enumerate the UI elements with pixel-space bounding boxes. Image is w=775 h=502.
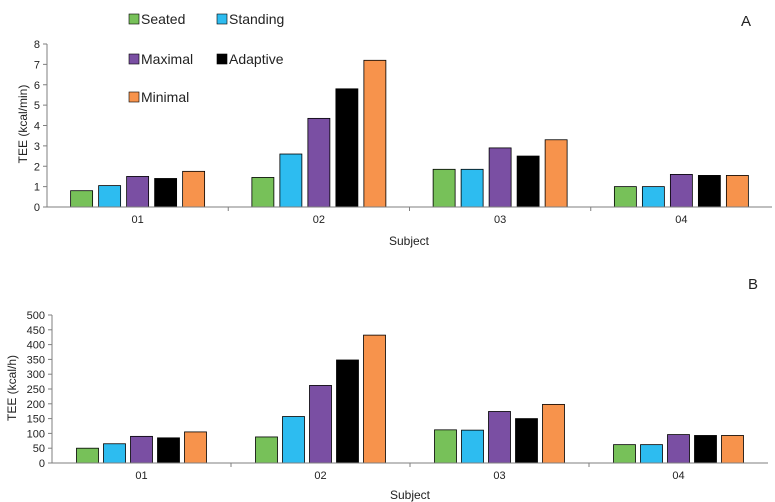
legend-label-adaptive: Adaptive bbox=[229, 51, 284, 67]
chart-a-bar-adaptive-03 bbox=[516, 155, 540, 208]
chart-a-ytick-label: 0 bbox=[34, 202, 40, 214]
chart-a-ytick-label: 1 bbox=[34, 182, 40, 194]
chart-b-xtick-label: 01 bbox=[135, 470, 147, 482]
chart-a-bar-seated-01 bbox=[70, 190, 94, 208]
legend-label-seated: Seated bbox=[141, 11, 185, 27]
chart-b-bar-maximal-02 bbox=[309, 385, 332, 464]
chart-a-ytick-label: 8 bbox=[34, 39, 40, 51]
chart-a-bar-seated-04 bbox=[613, 186, 637, 208]
chart-a-bar-minimal-04 bbox=[725, 175, 749, 208]
chart-b-ytick-label: 0 bbox=[39, 458, 45, 470]
chart-b-bar-minimal-04 bbox=[721, 435, 744, 464]
chart-a-legend: Seated Standing Maximal Adaptive Minimal bbox=[128, 11, 284, 105]
chart-b-plot: 0 50 100 150 200 250 300 350 400 450 500 01 02 03 04 bbox=[27, 310, 768, 482]
chart-b-bar-adaptive-03 bbox=[515, 418, 538, 464]
chart-b-bar-adaptive-01 bbox=[157, 437, 180, 464]
chart-b-ytick-label: 50 bbox=[33, 443, 45, 455]
legend-label-maximal: Maximal bbox=[141, 51, 193, 67]
chart-b-ytick-label: 400 bbox=[27, 340, 45, 352]
chart-a-bar-seated-02 bbox=[251, 177, 275, 208]
chart-b-xlabel: Subject bbox=[390, 488, 431, 502]
chart-b-ylabel: TEE (kcal/h) bbox=[5, 355, 19, 421]
chart-b-ytick-label: 200 bbox=[27, 399, 45, 411]
chart-a-bar-maximal-04 bbox=[669, 173, 693, 208]
legend-swatch-maximal bbox=[128, 53, 140, 65]
chart-a-bar-adaptive-01 bbox=[154, 178, 178, 208]
chart-b-xtick-label: 04 bbox=[672, 470, 684, 482]
chart-b-bar-adaptive-02 bbox=[336, 359, 359, 464]
chart-a-bar-seated-03 bbox=[432, 168, 456, 208]
legend-swatch-standing bbox=[216, 13, 228, 25]
chart-b-bar-maximal-04 bbox=[667, 434, 690, 464]
chart-a-xtick-label: 04 bbox=[675, 214, 687, 226]
chart-b-ytick-label: 500 bbox=[27, 310, 45, 322]
chart-b-bar-seated-01 bbox=[76, 447, 99, 464]
chart-a-bar-standing-02 bbox=[279, 153, 303, 208]
chart-b-bar-standing-01 bbox=[103, 443, 126, 464]
chart-a-bar-minimal-01 bbox=[182, 170, 206, 208]
chart-b-bar-minimal-02 bbox=[363, 334, 386, 464]
legend-label-minimal: Minimal bbox=[141, 89, 189, 105]
chart-a-ytick-label: 2 bbox=[34, 161, 40, 173]
chart-b-xtick-label: 03 bbox=[493, 470, 505, 482]
chart-b-ytick-label: 250 bbox=[27, 384, 45, 396]
chart-a-bar-maximal-02 bbox=[307, 117, 331, 208]
chart-a-ytick-label: 5 bbox=[34, 100, 40, 112]
legend-swatch-seated bbox=[128, 13, 140, 25]
chart-b-ytick-label: 150 bbox=[27, 414, 45, 426]
chart-a-bar-minimal-03 bbox=[544, 139, 568, 208]
chart-b-bar-maximal-01 bbox=[130, 435, 153, 464]
chart-a-bar-maximal-03 bbox=[488, 147, 512, 208]
chart-a-ytick-label: 3 bbox=[34, 141, 40, 153]
chart-a-panel-label: A bbox=[741, 13, 751, 30]
chart-b-bar-standing-04 bbox=[640, 444, 663, 464]
chart-b-bar-seated-02 bbox=[255, 436, 278, 464]
chart-a-xlabel: Subject bbox=[389, 234, 430, 248]
chart-a-ytick-label: 6 bbox=[34, 80, 40, 92]
chart-b-ytick-label: 350 bbox=[27, 354, 45, 366]
chart-a-xtick-label: 02 bbox=[313, 214, 325, 226]
chart-a-bar-standing-04 bbox=[641, 186, 665, 208]
chart-b-bar-seated-03 bbox=[434, 429, 457, 464]
chart-a-ytick-label: 4 bbox=[34, 121, 40, 133]
panel-b: 0 50 100 150 200 250 300 350 400 450 500 01 02 03 04 T… bbox=[5, 276, 768, 502]
chart-a-bar-minimal-02 bbox=[363, 59, 387, 208]
chart-b-bar-seated-04 bbox=[613, 444, 636, 464]
chart-b-bar-minimal-03 bbox=[542, 403, 565, 464]
legend-label-standing: Standing bbox=[229, 11, 284, 27]
chart-a-bar-maximal-01 bbox=[126, 176, 150, 208]
chart-a-bar-adaptive-04 bbox=[697, 175, 721, 208]
chart-b-ytick-label: 100 bbox=[27, 428, 45, 440]
chart-a-xtick-label: 03 bbox=[494, 214, 506, 226]
chart-a-bar-standing-01 bbox=[98, 185, 122, 208]
chart-a-bar-adaptive-02 bbox=[335, 88, 359, 208]
chart-b-bar-maximal-03 bbox=[488, 411, 511, 464]
chart-a-bar-standing-03 bbox=[460, 168, 484, 208]
chart-b-xtick-label: 02 bbox=[314, 470, 326, 482]
chart-b-bar-minimal-01 bbox=[184, 431, 207, 464]
chart-b-bar-adaptive-04 bbox=[694, 435, 717, 464]
chart-a-xtick-label: 01 bbox=[132, 214, 144, 226]
chart-a-ytick-label: 7 bbox=[34, 59, 40, 71]
chart-a-ylabel: TEE (kcal/min) bbox=[16, 85, 30, 164]
legend-swatch-minimal bbox=[128, 91, 140, 103]
legend-swatch-adaptive bbox=[216, 53, 228, 65]
chart-b-ytick-label: 300 bbox=[27, 369, 45, 381]
chart-b-panel-label: B bbox=[748, 276, 758, 293]
chart-b-ytick-label: 450 bbox=[27, 325, 45, 337]
chart-b-bar-standing-03 bbox=[461, 429, 484, 464]
chart-b-bar-standing-02 bbox=[282, 416, 305, 464]
